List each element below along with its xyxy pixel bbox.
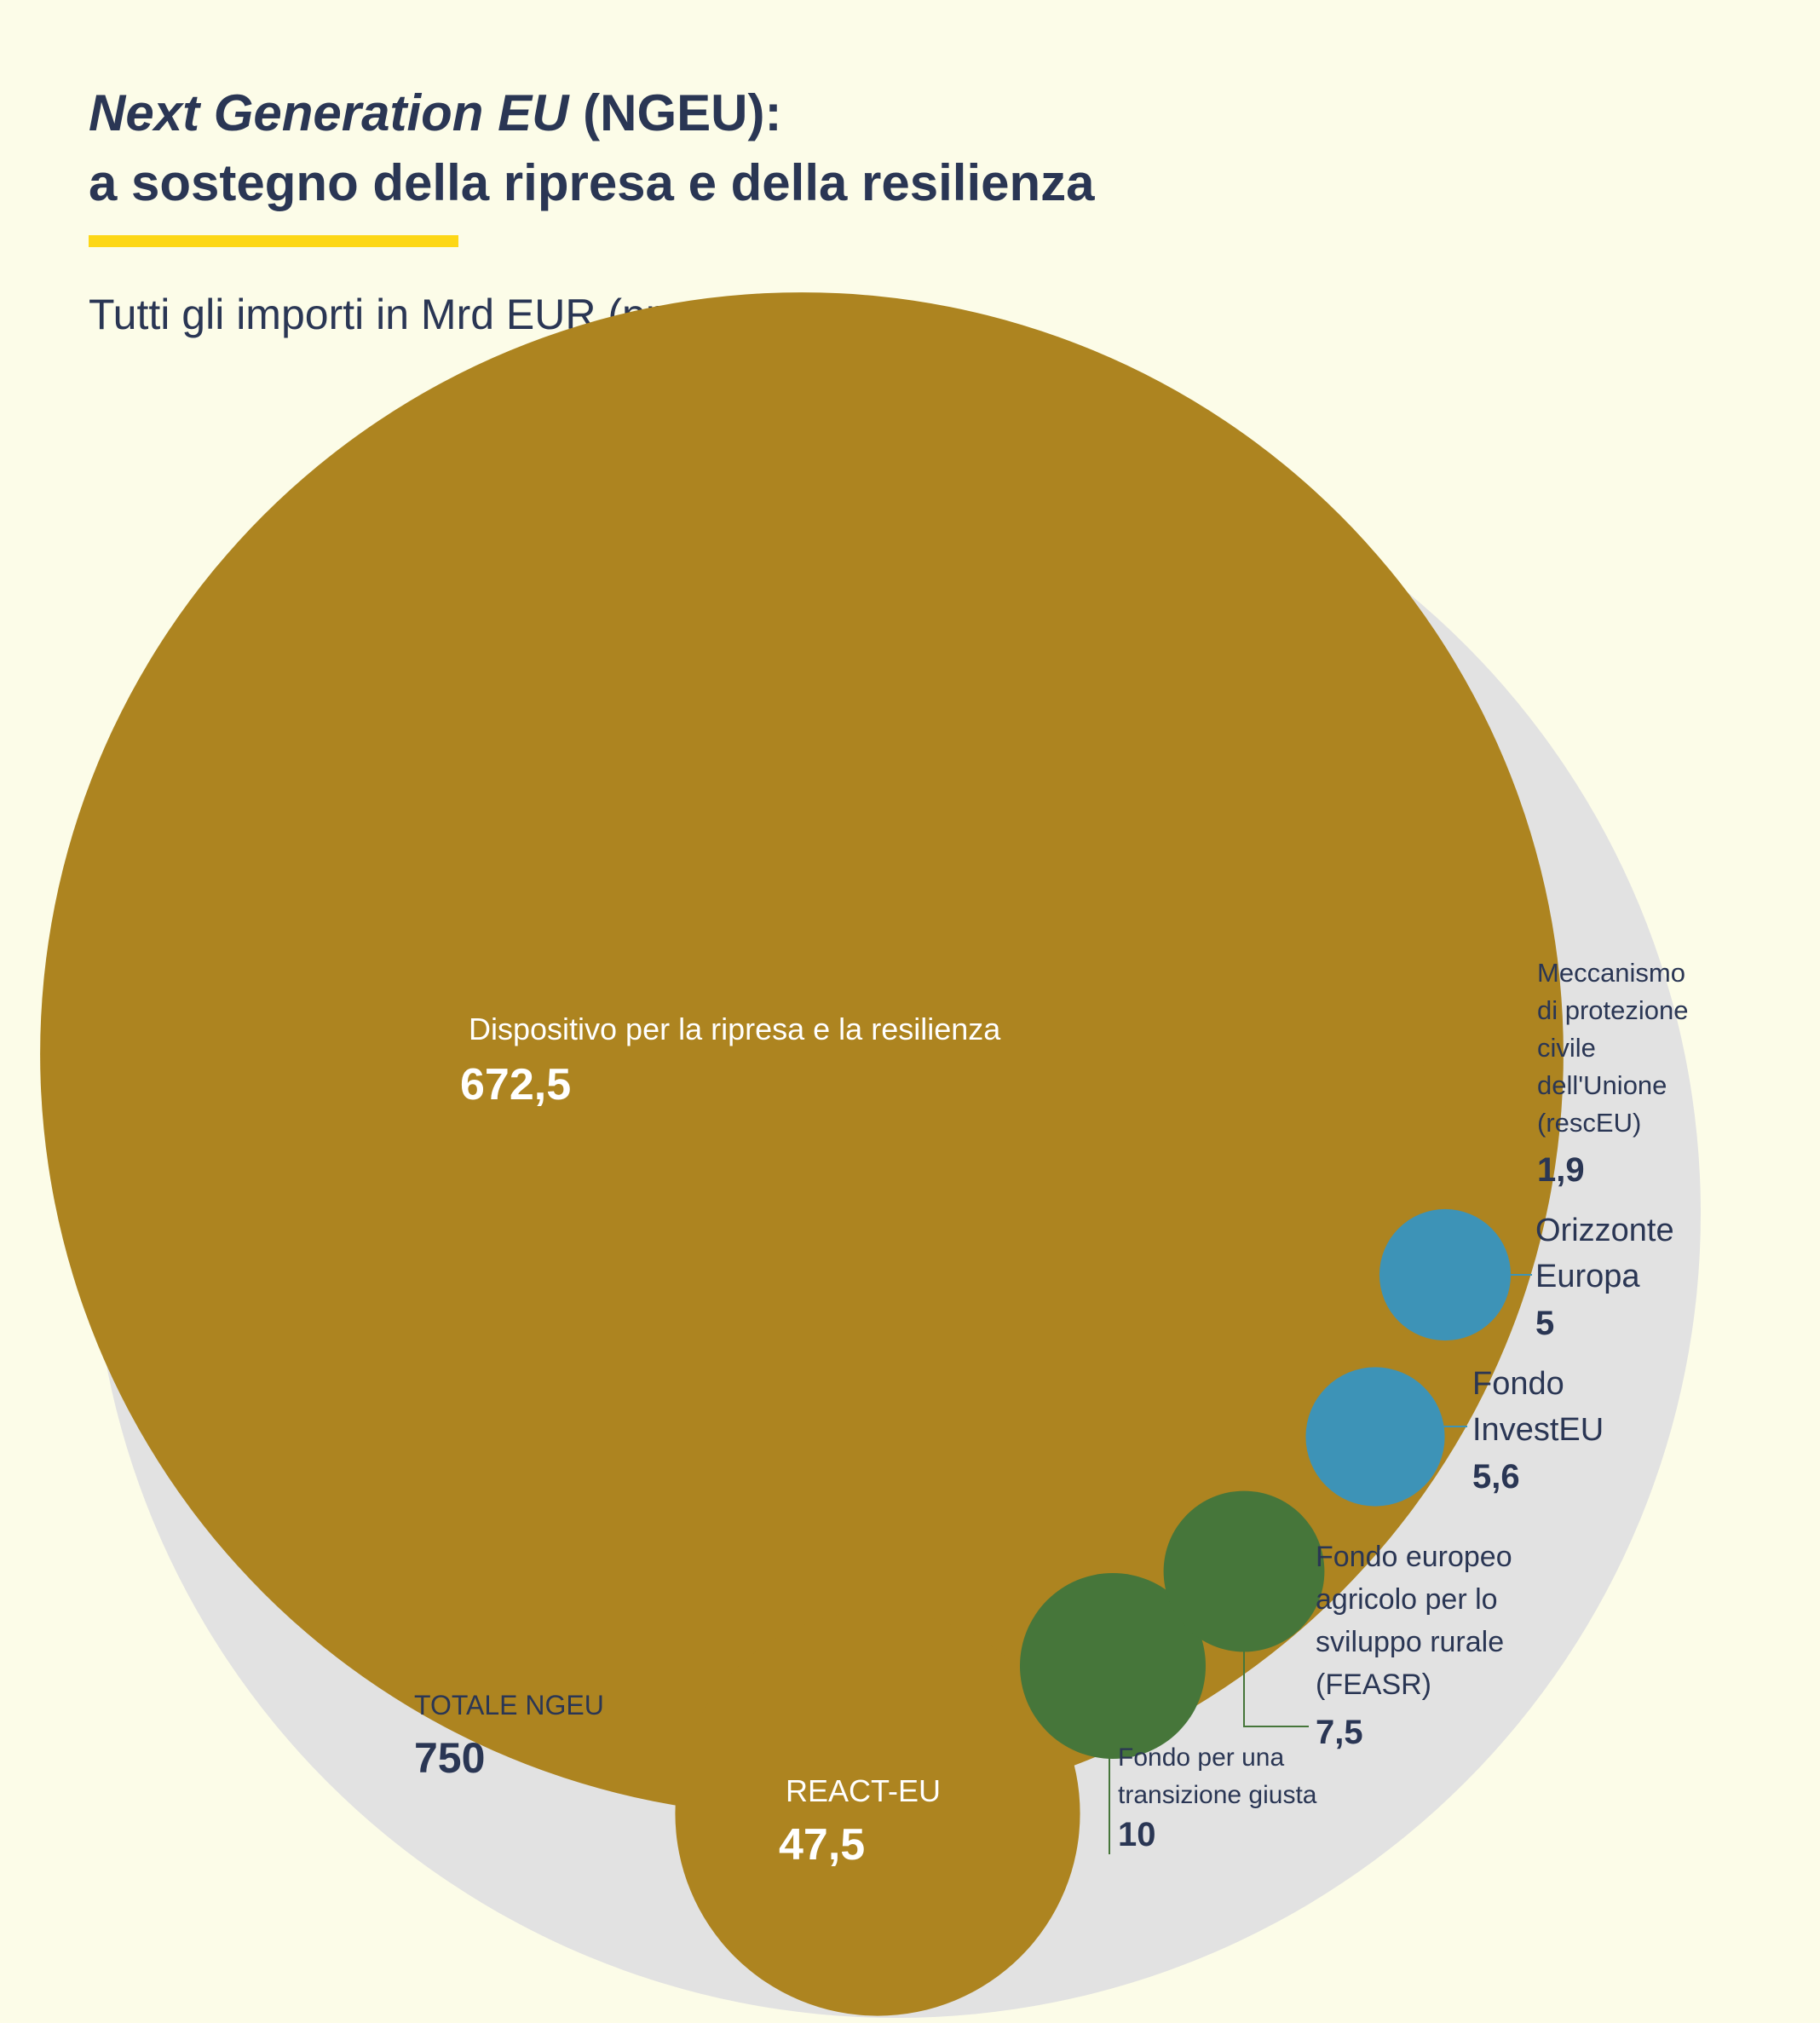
jtf-label-line-2: transizione giusta [1118,1781,1317,1809]
total-label: TOTALE NGEU [414,1690,604,1720]
jtf-value: 10 [1118,1816,1156,1853]
rrf-value: 672,5 [460,1060,571,1109]
investeu-label-line-1: Fondo [1472,1366,1564,1402]
title-line-2: a sostegno della ripresa e della resilie… [89,154,1095,211]
bubble-resceu [1423,1029,1505,1111]
feasr-label-line-3: sviluppo rurale [1316,1626,1504,1658]
investeu-value: 5,6 [1472,1458,1520,1496]
feasr-label-line-2: agricolo per lo [1316,1583,1498,1616]
rrf-label-line-1: Dispositivo per la ripresa e la resilien… [469,1012,1001,1046]
resceu-label-line-4: dell'Unione [1537,1070,1667,1100]
title-italic: Next Generation EU [89,84,569,141]
feasr-label-line-1: Fondo europeo [1316,1541,1512,1573]
title-accent-rule [89,235,458,247]
investeu-label-line-2: InvestEU [1472,1412,1604,1448]
bubble-horizon [1379,1208,1512,1341]
horizon-label-line-1: Orizzonte [1535,1213,1674,1248]
title-rest: (NGEU): [568,84,782,141]
title-line-1: Next Generation EU (NGEU): [89,78,1095,148]
resceu-value: 1,9 [1537,1151,1585,1189]
jtf-label-line-1: Fondo per una [1118,1743,1284,1772]
chart-title: Next Generation EU (NGEU): a sostegno de… [89,78,1095,218]
bubble-rrf [40,292,1564,1816]
react-label-line-1: REACT-EU [786,1773,941,1808]
react-value: 47,5 [779,1820,865,1870]
feasr-label-line-4: (FEASR) [1316,1669,1431,1701]
bubble-jtf [1019,1572,1207,1760]
horizon-label-line-2: Europa [1535,1259,1640,1294]
resceu-label-line-2: di protezione [1537,995,1689,1025]
resceu-label-line-5: (rescEU) [1537,1108,1641,1138]
bubble-investeu [1305,1367,1445,1507]
horizon-value: 5 [1535,1305,1554,1342]
total-value: 750 [414,1734,485,1782]
resceu-label-line-1: Meccanismo [1537,958,1685,988]
feasr-leader [1243,1633,1309,1727]
feasr-value: 7,5 [1316,1714,1363,1751]
bubble-feasr [1163,1490,1325,1652]
resceu-label-line-3: civile [1537,1033,1596,1063]
bubble-react [675,1611,1080,2016]
